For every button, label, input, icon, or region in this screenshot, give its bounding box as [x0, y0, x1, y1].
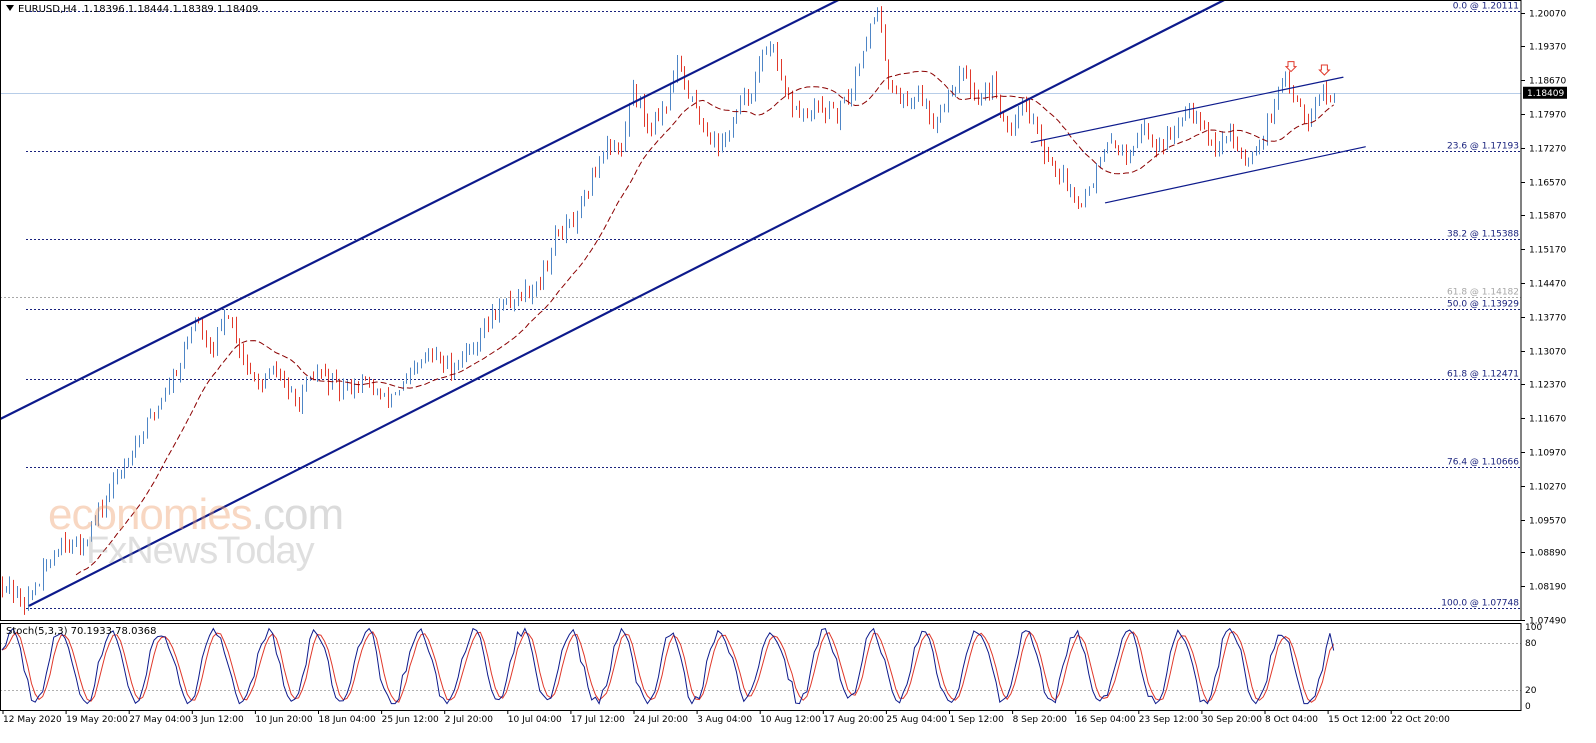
stoch-y-tick-label: 20 [1525, 686, 1537, 696]
y-tick-label: 1.08190 [1529, 583, 1566, 593]
x-tick-label: 1 Sep 12:00 [950, 715, 1005, 725]
y-tick-label: 1.12370 [1529, 381, 1566, 391]
axes: 1.20070 1.19370 1.18670 1.17970 1.17270 1.165… [0, 0, 1567, 725]
y-tick-label: 1.17970 [1529, 111, 1566, 121]
y-tick-label: 1.13770 [1529, 314, 1566, 324]
down-arrow-icon [1318, 64, 1331, 76]
x-tick-label: 3 Jun 12:00 [192, 715, 244, 725]
main-price-plot: 0.0 @ 1.20111 23.6 @ 1.17193 38.2 @ 1.1538… [0, 0, 1521, 615]
x-tick-label: 25 Aug 04:00 [886, 715, 947, 725]
ohlc-quote: 1.18396 1.18444 1.18389 1.18409 [83, 4, 259, 15]
fib-level-label: 0.0 @ 1.20111 [1453, 2, 1519, 12]
watermark-fxnewstoday: FxNewsToday [86, 530, 315, 572]
channel-lower-line [28, 0, 1226, 607]
y-tick-label: 1.10970 [1529, 449, 1566, 459]
fib-level-label: 50.0 @ 1.13929 [1447, 300, 1519, 310]
stoch-header: Stoch(5,3,3) 70.1933 78.0368 [6, 626, 157, 637]
x-tick-label: 10 Jul 04:00 [508, 715, 562, 725]
y-tick-label: 1.08890 [1529, 549, 1566, 559]
y-tick-label: 1.16570 [1529, 179, 1566, 189]
x-tick-label: 16 Sep 04:00 [1076, 715, 1136, 725]
channel-upper-line [0, 0, 840, 421]
y-tick-label: 1.19370 [1529, 43, 1566, 53]
x-tick-label: 8 Oct 04:00 [1265, 715, 1318, 725]
x-tick-label: 17 Aug 20:00 [823, 715, 884, 725]
y-tick-label: 1.14470 [1529, 280, 1566, 290]
x-tick-label: 23 Sep 12:00 [1139, 715, 1199, 725]
stoch-y-tick-label: 80 [1525, 639, 1537, 649]
x-tick-label: 24 Jul 20:00 [634, 715, 688, 725]
x-tick-label: 30 Sep 20:00 [1202, 715, 1262, 725]
stoch-main-line [1, 627, 1335, 705]
fib-level-label: 76.4 @ 1.10666 [1447, 458, 1519, 468]
y-tick-label: 1.10270 [1529, 483, 1566, 493]
current-price-marker [1523, 86, 1567, 99]
y-tick-label: 1.07490 [1529, 617, 1566, 627]
y-tick-label: 1.17270 [1529, 145, 1566, 155]
y-tick-label: 1.20070 [1529, 10, 1566, 20]
moving-average-line [75, 70, 1334, 576]
y-tick-label: 1.18670 [1529, 77, 1566, 87]
fib-level-label: 38.2 @ 1.15388 [1447, 230, 1519, 240]
y-tick-label: 1.15170 [1529, 246, 1566, 256]
x-tick-label: 25 Jun 12:00 [382, 715, 439, 725]
x-tick-label: 12 May 2020 [3, 715, 62, 725]
dropdown-triangle-icon[interactable] [6, 5, 14, 11]
stoch-y-tick-label: 100 [1525, 623, 1542, 633]
stoch-signal-line [1, 631, 1335, 703]
stochastic-subwindow [0, 627, 1521, 705]
x-tick-label: 22 Oct 20:00 [1391, 715, 1450, 725]
y-tick-label: 1.13070 [1529, 348, 1566, 358]
x-tick-label: 27 May 04:00 [129, 715, 191, 725]
fib-level-label: 61.8 @ 1.14182 [1447, 288, 1519, 298]
wedge-upper-line [1030, 76, 1344, 144]
fib-level-label: 100.0 @ 1.07748 [1441, 599, 1519, 609]
fib-level-label: 61.8 @ 1.12471 [1447, 370, 1519, 380]
watermark-economies: economies.com [48, 490, 344, 539]
down-arrow-icon [1284, 61, 1298, 73]
x-tick-label: 17 Jul 12:00 [571, 715, 625, 725]
x-tick-label: 8 Sep 20:00 [1013, 715, 1068, 725]
watermark-domain: .com [251, 490, 344, 539]
y-tick-label: 1.09570 [1529, 517, 1566, 527]
main-frame [0, 0, 1522, 621]
fib-level-label: 23.6 @ 1.17193 [1447, 142, 1519, 152]
x-tick-label: 10 Jun 20:00 [255, 715, 312, 725]
symbol-label: EURUSD,H4 [18, 4, 78, 15]
x-tick-label: 18 Jun 04:00 [319, 715, 376, 725]
x-tick-label: 10 Aug 12:00 [760, 715, 821, 725]
stoch-frame [0, 623, 1522, 711]
x-tick-label: 3 Aug 04:00 [697, 715, 752, 725]
x-tick-label: 2 Jul 20:00 [445, 715, 494, 725]
y-tick-label: 1.11670 [1529, 415, 1566, 425]
wedge-lower-line [1104, 146, 1366, 204]
symbol-header[interactable]: EURUSD,H4 1.18396 1.18444 1.18389 1.1840… [6, 4, 258, 15]
current-price-label: 1.18409 [1527, 89, 1564, 99]
x-tick-label: 15 Oct 12:00 [1328, 715, 1387, 725]
stoch-y-tick-label: 0 [1525, 702, 1531, 712]
x-tick-label: 19 May 20:00 [66, 715, 128, 725]
y-tick-label: 1.15870 [1529, 212, 1566, 222]
